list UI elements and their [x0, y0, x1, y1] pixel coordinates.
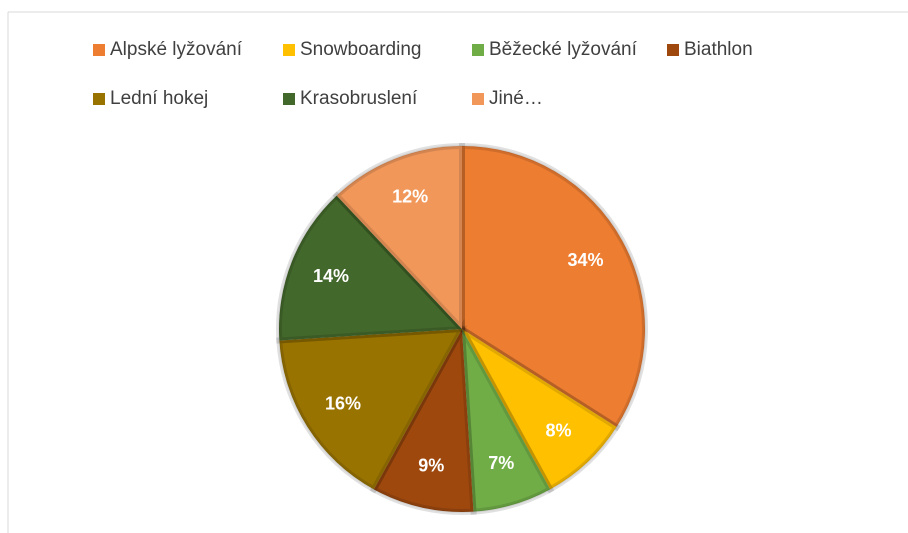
pie-slice	[332, 142, 465, 337]
legend-swatch	[667, 44, 679, 56]
legend-label: Lední hokej	[110, 88, 208, 109]
pie-slice	[369, 318, 477, 515]
pie-slice	[459, 326, 621, 494]
pie-slice	[276, 325, 468, 494]
pie-outline	[278, 145, 647, 513]
data-label: 14%	[313, 266, 349, 286]
pie-slice	[459, 327, 555, 515]
data-label: 34%	[567, 250, 603, 270]
legend-label: Alpské lyžování	[110, 39, 243, 60]
data-label: 9%	[418, 455, 444, 475]
legend-swatch	[93, 44, 105, 56]
data-label: 8%	[545, 420, 571, 440]
legend-label: Jiné…	[489, 88, 543, 109]
legend-swatch	[283, 93, 295, 105]
legend-swatch	[93, 93, 105, 105]
legend-swatch	[472, 44, 484, 56]
pie-slice	[276, 191, 469, 344]
data-label: 16%	[325, 393, 361, 413]
legend-label: Krasobruslení	[300, 88, 418, 109]
legend-swatch	[283, 44, 295, 56]
data-label: 7%	[488, 453, 514, 473]
data-label: 12%	[392, 187, 428, 207]
legend-label: Snowboarding	[300, 39, 421, 60]
legend-label: Běžecké lyžování	[489, 39, 638, 60]
legend-label: Biathlon	[684, 39, 753, 60]
pie-slice	[459, 142, 648, 432]
legend-swatch	[472, 93, 484, 105]
